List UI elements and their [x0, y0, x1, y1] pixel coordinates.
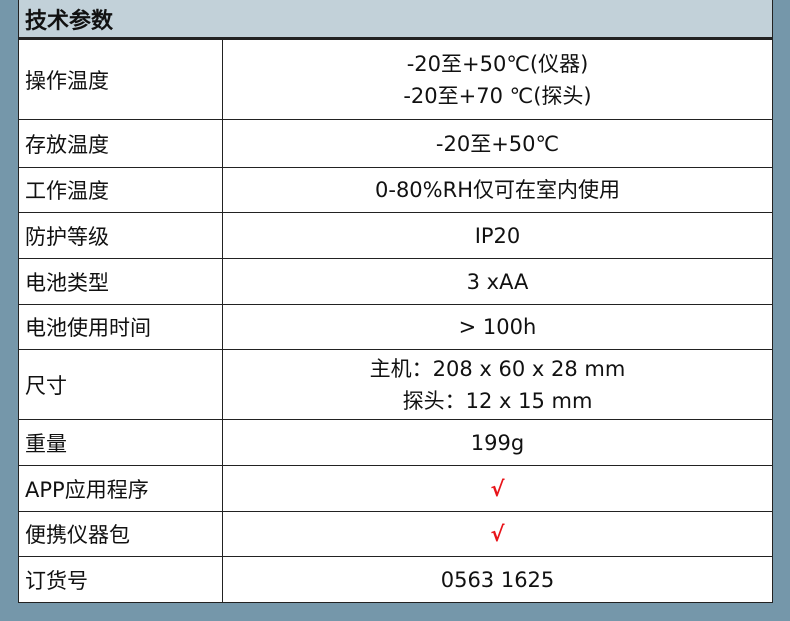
spec-label: 尺寸	[18, 349, 223, 420]
spec-value: 3 xAA	[222, 258, 773, 305]
table-row: 工作温度 0-80%RH仅可在室内使用	[18, 167, 773, 213]
table-row: 操作温度 -20至+50℃(仪器) -20至+70 ℃(探头)	[18, 39, 773, 120]
spec-label: 重量	[18, 419, 223, 466]
table-row: 电池使用时间 > 100h	[18, 304, 773, 350]
spec-value: 主机：208 x 60 x 28 mm 探头：12 x 15 mm	[222, 349, 773, 420]
table-row: 订货号 0563 1625	[18, 556, 773, 603]
spec-value: -20至+50℃	[222, 119, 773, 168]
spec-label: 便携仪器包	[18, 511, 223, 557]
spec-value-line: 0-80%RH仅可在室内使用	[375, 178, 620, 202]
spec-value: √	[222, 511, 773, 557]
spec-value: -20至+50℃(仪器) -20至+70 ℃(探头)	[222, 39, 773, 120]
spec-label: 电池使用时间	[18, 304, 223, 350]
table-row: 存放温度 -20至+50℃	[18, 119, 773, 168]
spec-value-line: 探头：12 x 15 mm	[402, 388, 593, 413]
table-row: 便携仪器包 √	[18, 511, 773, 557]
table-title: 技术参数	[18, 0, 773, 39]
spec-value: √	[222, 465, 773, 512]
table-row: APP应用程序 √	[18, 465, 773, 512]
spec-value-line: 0563 1625	[440, 567, 555, 592]
check-mark-icon: √	[490, 476, 505, 501]
spec-label: 存放温度	[18, 119, 223, 168]
spec-value-line: -20至+70 ℃(探头)	[403, 83, 592, 108]
spec-label: APP应用程序	[18, 465, 223, 512]
spec-value-line: 199g	[470, 430, 525, 455]
spec-label: 电池类型	[18, 258, 223, 305]
spec-value-line: > 100h	[458, 315, 537, 339]
spec-label: 防护等级	[18, 212, 223, 259]
check-mark-icon: √	[490, 522, 505, 546]
spec-label: 订货号	[18, 556, 223, 603]
spec-value-line: 3 xAA	[466, 269, 529, 294]
table-row: 尺寸 主机：208 x 60 x 28 mm 探头：12 x 15 mm	[18, 349, 773, 420]
spec-table: 技术参数 操作温度 -20至+50℃(仪器) -20至+70 ℃(探头) 存放温度 -2…	[18, 0, 773, 603]
spec-value-line: -20至+50℃	[435, 131, 560, 156]
spec-label: 操作温度	[18, 39, 223, 120]
spec-label: 工作温度	[18, 167, 223, 213]
table-row: 重量 199g	[18, 419, 773, 466]
table-row: 防护等级 IP20	[18, 212, 773, 259]
spec-value-line: -20至+50℃(仪器)	[406, 51, 589, 76]
spec-value: > 100h	[222, 304, 773, 350]
spec-value: 199g	[222, 419, 773, 466]
spec-value-line: 主机：208 x 60 x 28 mm	[369, 356, 626, 381]
spec-value-line: IP20	[474, 223, 521, 248]
spec-value: IP20	[222, 212, 773, 259]
table-row: 电池类型 3 xAA	[18, 258, 773, 305]
spec-value: 0-80%RH仅可在室内使用	[222, 167, 773, 213]
spec-value: 0563 1625	[222, 556, 773, 603]
